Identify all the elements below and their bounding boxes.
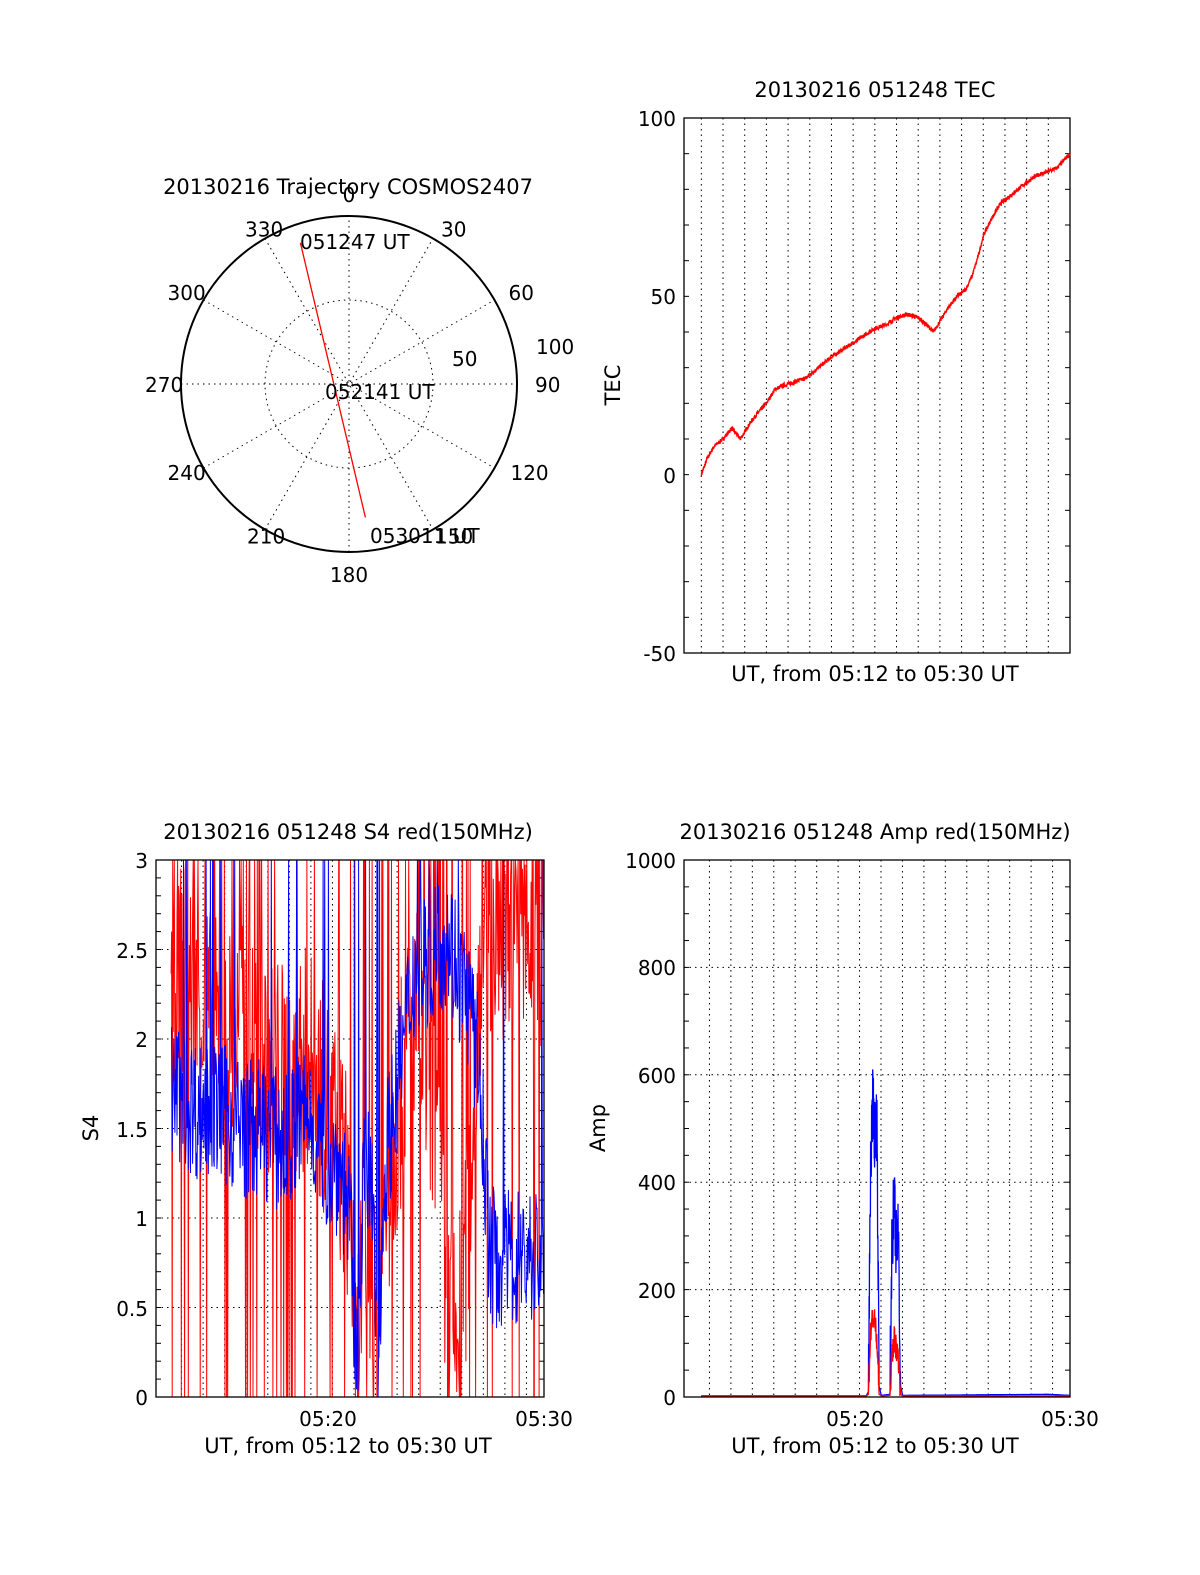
tec-plot-frame [683,117,1071,654]
tec-title: 20130216 051248 TEC [754,78,995,102]
polar-angle-label-90: 90 [535,373,560,397]
polar-inner-circle [264,299,434,469]
s4-ytick-2: 2 [135,1028,148,1052]
amp-ytick-1000: 1000 [625,849,676,873]
s4-xlabel: UT, from 05:12 to 05:30 UT [204,1434,492,1458]
tec-series-red [700,153,1071,477]
polar-angle-label-60: 60 [508,281,533,305]
s4-ylabel: S4 [79,1115,103,1142]
s4-series-blue [171,859,545,1398]
amp-xlabel: UT, from 05:12 to 05:30 UT [731,1434,1019,1458]
s4-xtick-0520: 05:20 [299,1407,357,1431]
radial-label-100: 100 [536,335,574,359]
s4-ytick-3: 3 [135,849,148,873]
tec-panel: 20130216 051248 TEC 100 50 0 -50 TEC UT,… [601,78,1071,686]
s4-ytick-2-5: 2.5 [116,939,148,963]
polar-angle-label-180: 180 [330,563,368,587]
polar-spoke [264,238,434,530]
amp-ytick-800: 800 [638,956,676,980]
tec-minor-ticks [684,117,1070,654]
tec-ytick-neg50: -50 [643,642,676,666]
polar-angle-label-30: 30 [441,218,466,242]
time-label-middle: 052141 UT [325,380,435,404]
s4-title: 20130216 051248 S4 red(150MHz) [163,820,533,844]
s4-ytick-1: 1 [135,1207,148,1231]
tec-ytick-50: 50 [651,285,676,309]
s4-panel: 20130216 051248 S4 red(150MHz) 3 2.5 2 1… [79,820,573,1458]
s4-plot-frame [155,859,545,1398]
amp-title: 20130216 051248 Amp red(150MHz) [679,820,1070,844]
polar-angle-label-270: 270 [145,373,183,397]
trajectory-panel: 20130216 Trajectory COSMOS2407 0 30 60 90 12… [145,175,574,587]
time-label-end: 053011 UT [370,524,480,548]
trajectory-title: 20130216 Trajectory COSMOS2407 [163,175,533,199]
amp-ytick-400: 400 [638,1171,676,1195]
time-label-start: 051247 UT [300,230,410,254]
tec-ytick-100: 100 [638,107,676,131]
polar-angle-label-240: 240 [168,461,206,485]
polar-angle-label-120: 120 [510,461,548,485]
polar-angle-label-300: 300 [168,281,206,305]
polar-angle-label-210: 210 [247,524,285,548]
amp-ytick-600: 600 [638,1064,676,1088]
polar-grid [180,215,518,553]
s4-xtick-0530: 05:30 [515,1407,573,1431]
amp-xtick-0520: 05:20 [826,1407,884,1431]
amp-series-red [701,1309,1070,1397]
polar-spoke [203,299,495,469]
amp-ylabel: Amp [586,1104,610,1152]
polar-angle-label-330: 330 [245,218,283,242]
tec-ylabel: TEC [601,365,625,407]
tec-grid [700,118,1049,653]
tec-ytick-0: 0 [663,464,676,488]
s4-ytick-0: 0 [135,1386,148,1410]
amp-panel: 20130216 051248 Amp red(150MHz) 1000 800… [586,820,1099,1458]
polar-spoke [203,299,495,469]
polar-angle-labels: 0 30 60 90 120 150 180 210 240 270 300 330 [145,183,560,587]
amp-xtick-0530: 05:30 [1041,1407,1099,1431]
s4-ytick-0-5: 0.5 [116,1297,148,1321]
amp-plot-frame [683,859,1071,1398]
amp-ytick-200: 200 [638,1279,676,1303]
trajectory-track [299,242,367,518]
polar-spoke [264,238,434,530]
radial-label-50: 50 [452,347,477,371]
amp-series-blue [701,1069,1070,1397]
tec-xlabel: UT, from 05:12 to 05:30 UT [731,662,1019,686]
amp-grid [684,860,1070,1397]
polar-angle-label-0: 0 [343,183,356,207]
polar-angle-label-150: 150 [435,524,473,548]
s4-ytick-1-5: 1.5 [116,1118,148,1142]
amp-ytick-0: 0 [663,1386,676,1410]
